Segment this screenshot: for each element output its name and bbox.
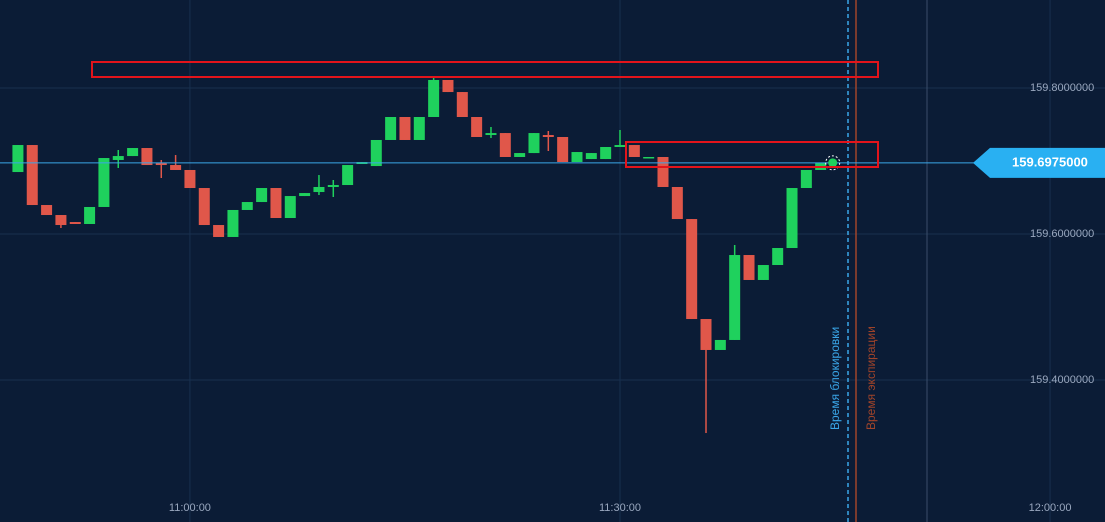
candle-body <box>514 153 526 157</box>
candle-body <box>614 145 626 147</box>
candle-body <box>241 202 253 210</box>
current-price-label: 159.6975000 <box>1012 154 1088 169</box>
candle-body <box>743 255 755 280</box>
expiry-label: Время экспирации <box>864 326 878 430</box>
candle-body <box>284 196 296 219</box>
candle-body <box>399 116 411 140</box>
candle-body <box>213 225 225 237</box>
candle-body <box>69 222 81 224</box>
candle-body <box>499 133 511 157</box>
price-pill <box>973 147 1105 178</box>
candle-body <box>227 209 239 237</box>
candle-body <box>112 156 124 160</box>
candle-body <box>442 79 454 93</box>
candle-body <box>342 165 354 186</box>
annotation-box <box>625 141 879 168</box>
candle-body <box>786 188 798 249</box>
candle-body <box>485 133 497 136</box>
y-tick-label: 159.6000000 <box>1030 228 1094 240</box>
current-price-dot <box>828 158 838 168</box>
candle-body <box>270 188 282 219</box>
candle-body <box>313 186 325 193</box>
candle-body <box>55 215 67 226</box>
candle-body <box>155 163 167 166</box>
candle-body <box>256 188 268 203</box>
candle-body <box>471 116 483 137</box>
candle-body <box>643 156 655 159</box>
y-tick-label: 159.8000000 <box>1030 82 1094 94</box>
candle-body <box>542 135 554 137</box>
candle-body <box>800 169 812 189</box>
candle-body <box>557 136 569 163</box>
candle-body <box>571 152 583 163</box>
candle-body <box>714 339 726 350</box>
candle-body <box>628 145 640 157</box>
candle-body <box>413 116 425 140</box>
candle-body <box>772 248 784 266</box>
candle-body <box>198 188 210 226</box>
candle-body <box>700 319 712 350</box>
candle-body <box>585 153 597 160</box>
candle-body <box>729 255 741 340</box>
candle-body <box>686 219 698 320</box>
x-tick-label: 11:00:00 <box>169 502 211 514</box>
candle-body <box>127 148 139 157</box>
candle-body <box>370 139 382 167</box>
candle-body <box>600 146 612 160</box>
y-tick-label: 159.4000000 <box>1030 374 1094 386</box>
candle-body <box>26 145 38 206</box>
candle-body <box>671 186 683 220</box>
candle-body <box>84 206 96 224</box>
annotation-box <box>91 61 879 78</box>
candle-body <box>170 165 182 170</box>
candle-body <box>385 116 397 140</box>
candle-body <box>184 169 196 189</box>
candle-body <box>528 133 540 154</box>
current-price-dot <box>825 155 841 171</box>
candle-body <box>428 79 440 117</box>
candle-body <box>98 158 110 207</box>
candle-body <box>299 193 311 197</box>
candle-body <box>12 145 24 173</box>
x-tick-label: 12:00:00 <box>1029 502 1072 514</box>
candle-body <box>141 148 153 166</box>
candle-body <box>456 92 468 117</box>
candle-body <box>327 185 339 187</box>
x-tick-label: 11:30:00 <box>599 502 641 514</box>
lock-label: Время блокировки <box>828 327 842 430</box>
candle-body <box>657 156 669 187</box>
candle-body <box>757 265 769 280</box>
candle-body <box>41 205 53 216</box>
